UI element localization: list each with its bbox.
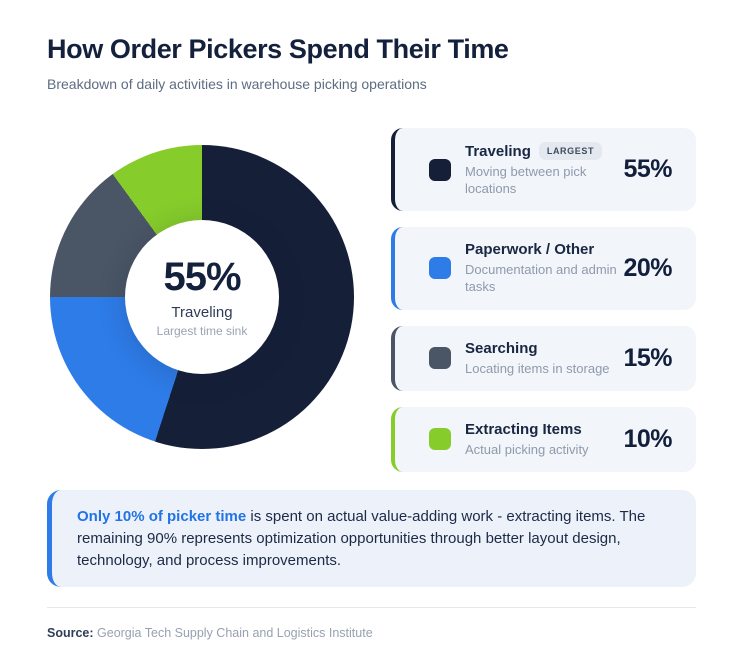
donut-chart: 55% Traveling Largest time sink <box>50 145 354 449</box>
card-title: Searching <box>465 339 538 357</box>
source-label: Source: <box>47 626 94 640</box>
card-title: Paperwork / Other <box>465 241 595 259</box>
card-description: Documentation and admin tasks <box>465 262 617 295</box>
page-title: How Order Pickers Spend Their Time <box>47 34 509 64</box>
legend-card-searching: Searching Locating items in storage 15% <box>391 325 696 391</box>
color-swatch <box>429 158 451 181</box>
legend: Traveling LARGEST Moving between pick lo… <box>391 128 696 488</box>
card-text: Paperwork / Other Documentation and admi… <box>465 241 623 295</box>
largest-badge: LARGEST <box>538 142 603 160</box>
card-value: 10% <box>623 424 672 453</box>
card-text: Traveling LARGEST Moving between pick lo… <box>465 142 623 197</box>
legend-card-paperwork: Paperwork / Other Documentation and admi… <box>391 227 696 310</box>
donut-center: 55% Traveling Largest time sink <box>125 220 279 374</box>
card-value: 15% <box>623 343 672 372</box>
color-swatch <box>429 347 451 370</box>
card-description: Moving between pick locations <box>465 164 587 197</box>
card-text: Searching Locating items in storage <box>465 340 623 377</box>
card-title: Extracting Items <box>465 420 582 438</box>
source-line: Source: Georgia Tech Supply Chain and Lo… <box>47 626 373 640</box>
source-text: Georgia Tech Supply Chain and Logistics … <box>93 626 373 640</box>
callout-text: is spent on actual value-adding work - e… <box>77 508 646 569</box>
legend-card-extracting: Extracting Items Actual picking activity… <box>391 406 696 472</box>
center-sublabel: Largest time sink <box>156 323 248 338</box>
page-subtitle: Breakdown of daily activities in warehou… <box>47 76 427 92</box>
callout-box: Only 10% of picker time is spent on actu… <box>47 490 696 588</box>
center-value: 55% <box>163 254 241 299</box>
card-value: 55% <box>623 155 672 184</box>
card-text: Extracting Items Actual picking activity <box>465 421 623 458</box>
callout-highlight: Only 10% of picker time <box>77 508 247 525</box>
color-swatch <box>429 257 451 280</box>
card-value: 20% <box>623 253 672 282</box>
legend-card-traveling: Traveling LARGEST Moving between pick lo… <box>391 128 696 212</box>
center-label: Traveling <box>171 303 233 321</box>
footer-divider <box>47 607 696 608</box>
card-description: Locating items in storage <box>465 360 610 376</box>
card-title: Traveling <box>465 142 531 160</box>
color-swatch <box>429 428 451 451</box>
card-description: Actual picking activity <box>465 441 589 457</box>
